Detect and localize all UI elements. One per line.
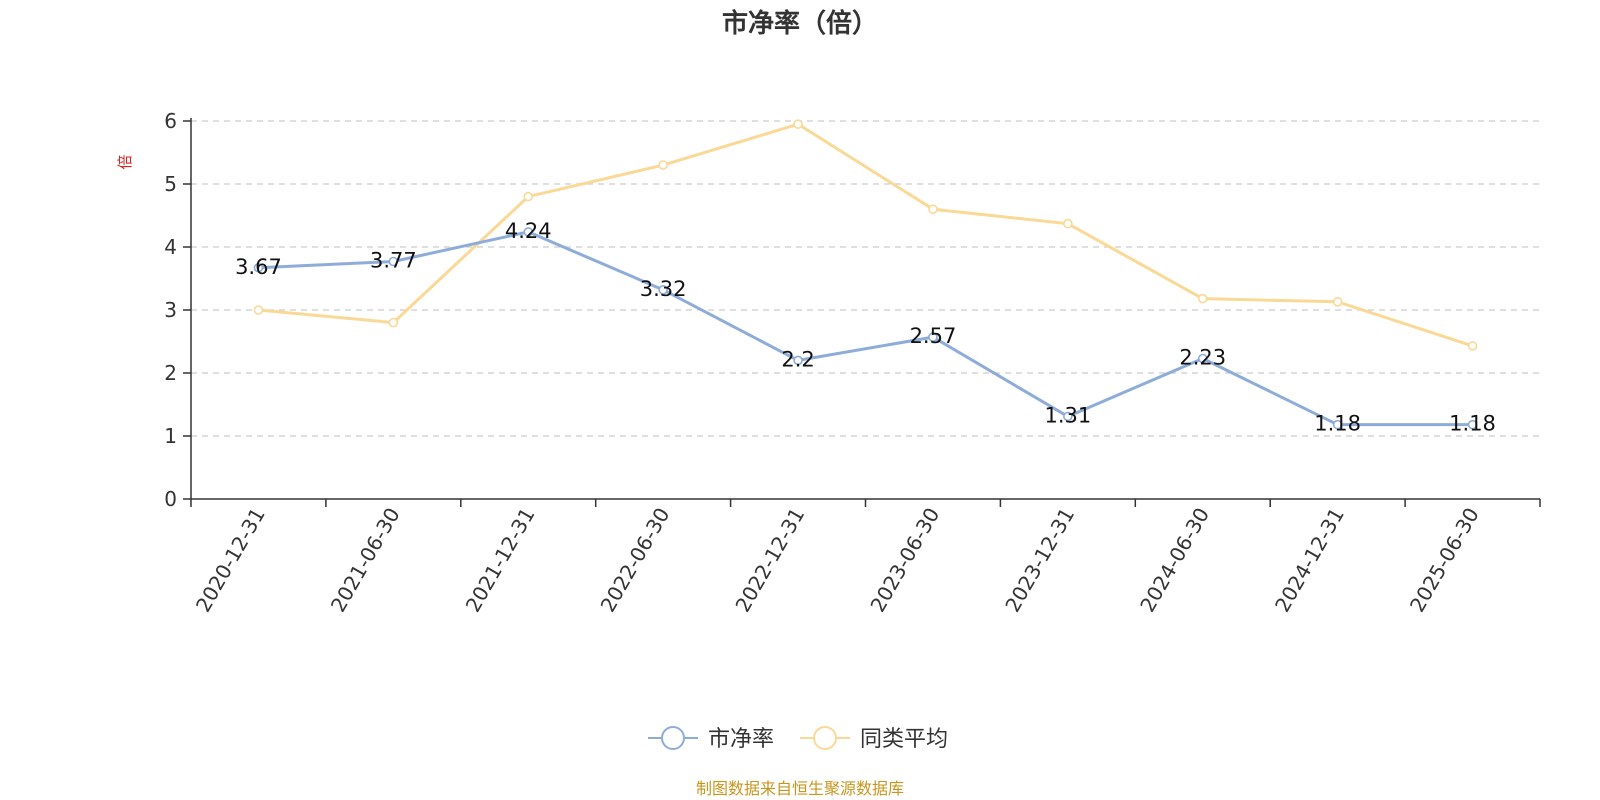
series-line xyxy=(258,230,1473,427)
data-label: 3.77 xyxy=(370,248,417,272)
y-tick-label: 0 xyxy=(164,487,177,511)
data-point xyxy=(658,285,668,295)
data-label: 2.2 xyxy=(781,347,814,371)
data-point xyxy=(658,160,668,170)
data-label: 4.24 xyxy=(505,219,552,243)
x-tick-label: 2022-12-31 xyxy=(730,504,809,617)
data-point xyxy=(1197,353,1208,364)
data-point xyxy=(793,119,803,129)
data-point xyxy=(388,256,399,267)
x-tick-label: 2024-06-30 xyxy=(1135,504,1214,617)
x-tick-label: 2024-12-31 xyxy=(1270,504,1349,617)
x-tick-label: 2020-12-31 xyxy=(191,504,270,617)
data-label: 3.32 xyxy=(640,277,687,301)
legend-marker xyxy=(661,726,685,750)
y-tick-label: 3 xyxy=(164,298,177,322)
data-point xyxy=(1467,419,1478,430)
data-point xyxy=(928,204,938,214)
data-point xyxy=(1332,297,1343,307)
series-line xyxy=(258,122,1474,348)
legend-label: 市净率 xyxy=(708,727,774,752)
data-label: 3.67 xyxy=(235,255,282,279)
data-point xyxy=(793,355,803,366)
data-label: 1.31 xyxy=(1044,403,1091,427)
gridlines xyxy=(191,120,1540,437)
data-point xyxy=(388,317,399,328)
y-tick-label: 4 xyxy=(164,235,177,259)
x-tick-label: 2022-06-30 xyxy=(596,504,675,617)
y-tick-label: 5 xyxy=(164,172,177,196)
x-tick-label: 2021-12-31 xyxy=(461,504,540,617)
data-point xyxy=(928,332,938,342)
data-label: 1.18 xyxy=(1449,412,1496,436)
data-label: 1.18 xyxy=(1314,412,1361,436)
x-tick-label: 2025-06-30 xyxy=(1405,504,1484,617)
data-label: 2.57 xyxy=(910,324,957,348)
y-tick-label: 1 xyxy=(164,424,177,448)
data-point xyxy=(1063,411,1073,422)
x-tick-label: 2021-06-30 xyxy=(326,504,405,617)
data-label: 2.23 xyxy=(1179,346,1226,370)
data-point xyxy=(1467,341,1478,351)
source-note: 制图数据来自恒生聚源数据库 xyxy=(696,779,904,798)
chart-title: 市净率（倍） xyxy=(722,8,878,39)
data-point xyxy=(1063,218,1073,229)
y-tick-label: 6 xyxy=(164,109,177,133)
data-labels: 3.67 3.77 4.24 3.32 2.2 2.57 1.31 2.23 1.18 1.18 xyxy=(235,219,1496,436)
series-lines xyxy=(253,119,1478,430)
data-point xyxy=(253,305,264,315)
data-point xyxy=(1332,419,1343,430)
legend-label: 同类平均 xyxy=(860,727,948,752)
data-point xyxy=(523,191,534,202)
y-axis-unit-label: 倍 xyxy=(116,154,134,169)
y-tick-label: 2 xyxy=(164,361,177,385)
legend-marker xyxy=(813,726,837,750)
data-point xyxy=(253,262,264,273)
data-point xyxy=(1197,293,1208,304)
x-tick-label: 2023-06-30 xyxy=(865,504,944,617)
legend: 市净率 同类平均 xyxy=(648,726,948,752)
axes: 0 1 2 3 4 5 6 2020-12-31 2021-06-30 2021-12-31 202… xyxy=(164,109,1541,617)
data-point xyxy=(523,227,534,237)
x-tick-label: 2023-12-31 xyxy=(1000,504,1079,617)
